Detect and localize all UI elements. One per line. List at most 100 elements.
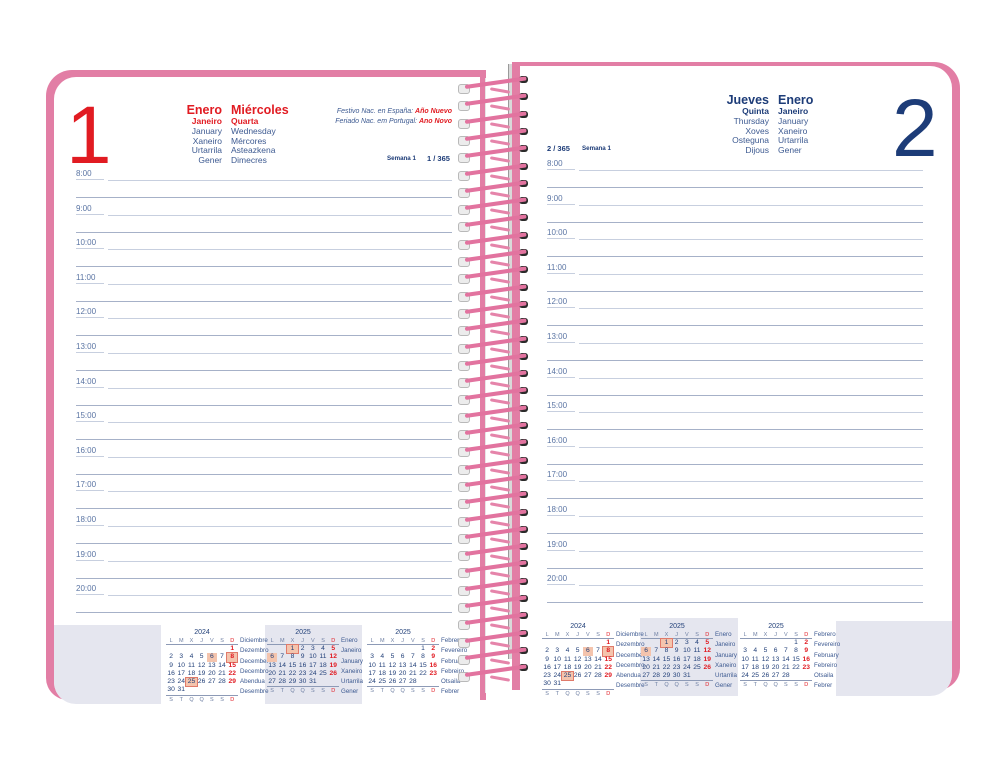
calendar-day[interactable]: 23 (167, 678, 175, 686)
calendar-day[interactable]: 2 (545, 647, 549, 655)
calendar-day[interactable]: 25 (751, 672, 759, 680)
calendar-day[interactable]: 20 (398, 669, 407, 677)
calendar-day[interactable]: 15 (604, 655, 612, 663)
calendar-day[interactable]: 1 (660, 637, 673, 649)
calendar-day[interactable]: 14 (782, 655, 790, 663)
calendar-day[interactable]: 11 (563, 655, 571, 663)
half-hour-line[interactable] (76, 335, 452, 337)
half-hour-line[interactable] (547, 533, 923, 534)
hour-line[interactable] (579, 481, 923, 483)
hour-line[interactable] (108, 387, 452, 389)
hour-line[interactable] (108, 249, 452, 251)
hour-line[interactable] (579, 377, 923, 379)
hour-line[interactable] (108, 353, 452, 354)
calendar-day[interactable]: 5 (575, 647, 580, 655)
hour-line[interactable] (108, 526, 452, 527)
calendar-day[interactable]: 9 (674, 647, 679, 655)
calendar-day[interactable]: 21 (278, 669, 286, 677)
calendar-day[interactable]: 19 (197, 669, 206, 677)
calendar-day[interactable]: 12 (761, 655, 770, 663)
hour-line[interactable] (108, 456, 452, 458)
calendar-day[interactable]: 4 (321, 645, 325, 652)
calendar-day[interactable]: 25 (319, 669, 327, 677)
calendar-day[interactable]: 9 (169, 661, 173, 669)
hour-line[interactable] (579, 412, 923, 414)
half-hour-line[interactable] (76, 473, 452, 475)
calendar-day[interactable]: 8 (794, 647, 798, 655)
calendar-day[interactable]: 7 (596, 647, 600, 655)
half-hour-line[interactable] (76, 197, 452, 198)
half-hour-line[interactable] (76, 612, 452, 614)
calendar-day[interactable]: 15 (792, 655, 800, 663)
calendar-day[interactable]: 10 (309, 653, 317, 661)
hour-line[interactable] (579, 204, 923, 206)
calendar-day[interactable]: 29 (662, 672, 671, 680)
calendar-day[interactable]: 26 (761, 672, 770, 680)
calendar-day[interactable]: 15 (419, 661, 427, 669)
calendar-day[interactable]: 16 (429, 661, 437, 669)
calendar-day[interactable]: 2 (804, 639, 809, 646)
calendar-day[interactable]: 21 (782, 663, 790, 671)
calendar-day[interactable]: 24 (368, 678, 376, 686)
hour-line[interactable] (579, 550, 923, 552)
calendar-day[interactable]: 23 (672, 663, 681, 671)
calendar-day[interactable]: 11 (378, 661, 386, 669)
calendar-day[interactable]: 16 (543, 663, 551, 671)
calendar-day[interactable]: 24 (553, 672, 561, 680)
calendar-day[interactable]: 18 (563, 663, 572, 671)
calendar-day[interactable]: 22 (792, 663, 800, 671)
half-hour-line[interactable] (547, 325, 923, 327)
half-hour-line[interactable] (547, 221, 923, 223)
hour-line[interactable] (579, 343, 923, 344)
calendar-day[interactable]: 6 (206, 653, 217, 662)
calendar-day[interactable]: 14 (278, 661, 286, 669)
half-hour-line[interactable] (76, 404, 452, 406)
calendar-day[interactable]: 24 (309, 669, 317, 677)
calendar-day[interactable]: 19 (703, 655, 711, 663)
calendar-day[interactable]: 18 (693, 655, 701, 663)
calendar-day[interactable]: 13 (771, 655, 780, 663)
calendar-day[interactable]: 13 (208, 661, 216, 669)
calendar-day[interactable]: 8 (290, 653, 295, 661)
half-hour-line[interactable] (547, 290, 923, 292)
hour-line[interactable] (579, 308, 923, 310)
calendar-day[interactable]: 19 (329, 661, 337, 669)
half-hour-line[interactable] (76, 300, 452, 302)
calendar-day[interactable]: 28 (594, 672, 602, 680)
calendar-day[interactable]: 1 (794, 639, 798, 646)
calendar-day[interactable]: 17 (309, 661, 317, 669)
half-hour-line[interactable] (76, 439, 452, 441)
calendar-day[interactable]: 3 (179, 653, 184, 661)
calendar-day[interactable]: 28 (782, 672, 790, 680)
calendar-day[interactable]: 10 (683, 647, 691, 655)
calendar-day[interactable]: 24 (741, 672, 749, 680)
calendar-day[interactable]: 12 (329, 653, 337, 661)
calendar-day[interactable]: 16 (298, 661, 307, 669)
half-hour-line[interactable] (76, 266, 452, 268)
calendar-day[interactable]: 8 (421, 653, 425, 661)
calendar-day[interactable]: 14 (218, 661, 226, 669)
calendar-day[interactable]: 9 (804, 647, 809, 655)
calendar-day[interactable]: 27 (268, 678, 276, 686)
hour-line[interactable] (108, 283, 452, 285)
calendar-day[interactable]: 26 (329, 669, 337, 677)
calendar-day[interactable]: 30 (298, 678, 307, 686)
calendar-day[interactable]: 30 (672, 672, 681, 680)
calendar-day[interactable]: 26 (388, 678, 397, 686)
calendar-day[interactable]: 25 (185, 677, 198, 688)
calendar-day[interactable]: 5 (331, 645, 336, 652)
calendar-day[interactable]: 17 (177, 669, 185, 677)
calendar-day[interactable]: 10 (741, 655, 749, 663)
calendar-day[interactable]: 16 (802, 655, 810, 663)
calendar-day[interactable]: 20 (584, 663, 592, 671)
calendar-day[interactable]: 21 (594, 663, 602, 671)
calendar-day[interactable]: 3 (555, 647, 560, 655)
calendar-day[interactable]: 26 (573, 672, 582, 680)
calendar-day[interactable]: 19 (573, 663, 582, 671)
calendar-day[interactable]: 26 (197, 678, 206, 686)
hour-line[interactable] (108, 560, 452, 562)
calendar-day[interactable]: 22 (419, 669, 427, 677)
calendar-day[interactable]: 21 (218, 669, 226, 677)
calendar-day[interactable]: 2 (169, 653, 173, 661)
calendar-day[interactable]: 13 (398, 661, 407, 669)
